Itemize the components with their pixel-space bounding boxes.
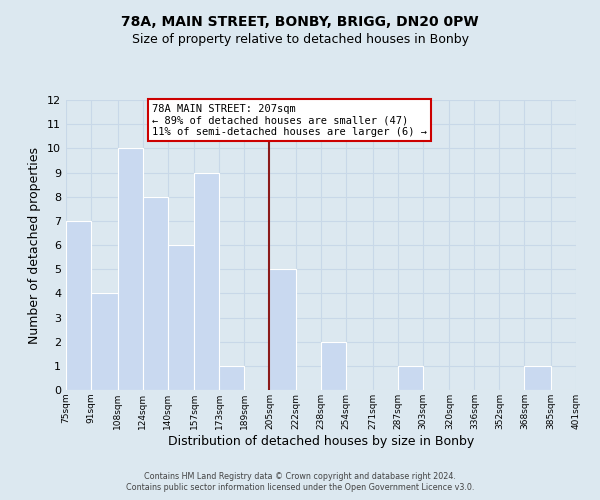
Bar (321, 342, 346, 390)
Bar (220, 366, 244, 390)
Bar (398, 366, 422, 390)
Text: 78A MAIN STREET: 207sqm
← 89% of detached houses are smaller (47)
11% of semi-de: 78A MAIN STREET: 207sqm ← 89% of detache… (152, 104, 427, 137)
Bar (91, 294, 118, 390)
Bar (194, 172, 220, 390)
Bar (66, 221, 91, 390)
X-axis label: Distribution of detached houses by size in Bonby: Distribution of detached houses by size … (168, 434, 474, 448)
Bar (167, 245, 194, 390)
Bar (269, 269, 296, 390)
Text: Contains HM Land Registry data © Crown copyright and database right 2024.: Contains HM Land Registry data © Crown c… (144, 472, 456, 481)
Y-axis label: Number of detached properties: Number of detached properties (28, 146, 41, 344)
Bar (524, 366, 551, 390)
Text: Contains public sector information licensed under the Open Government Licence v3: Contains public sector information licen… (126, 484, 474, 492)
Bar (118, 148, 143, 390)
Text: 78A, MAIN STREET, BONBY, BRIGG, DN20 0PW: 78A, MAIN STREET, BONBY, BRIGG, DN20 0PW (121, 15, 479, 29)
Bar (143, 196, 167, 390)
Text: Size of property relative to detached houses in Bonby: Size of property relative to detached ho… (131, 32, 469, 46)
